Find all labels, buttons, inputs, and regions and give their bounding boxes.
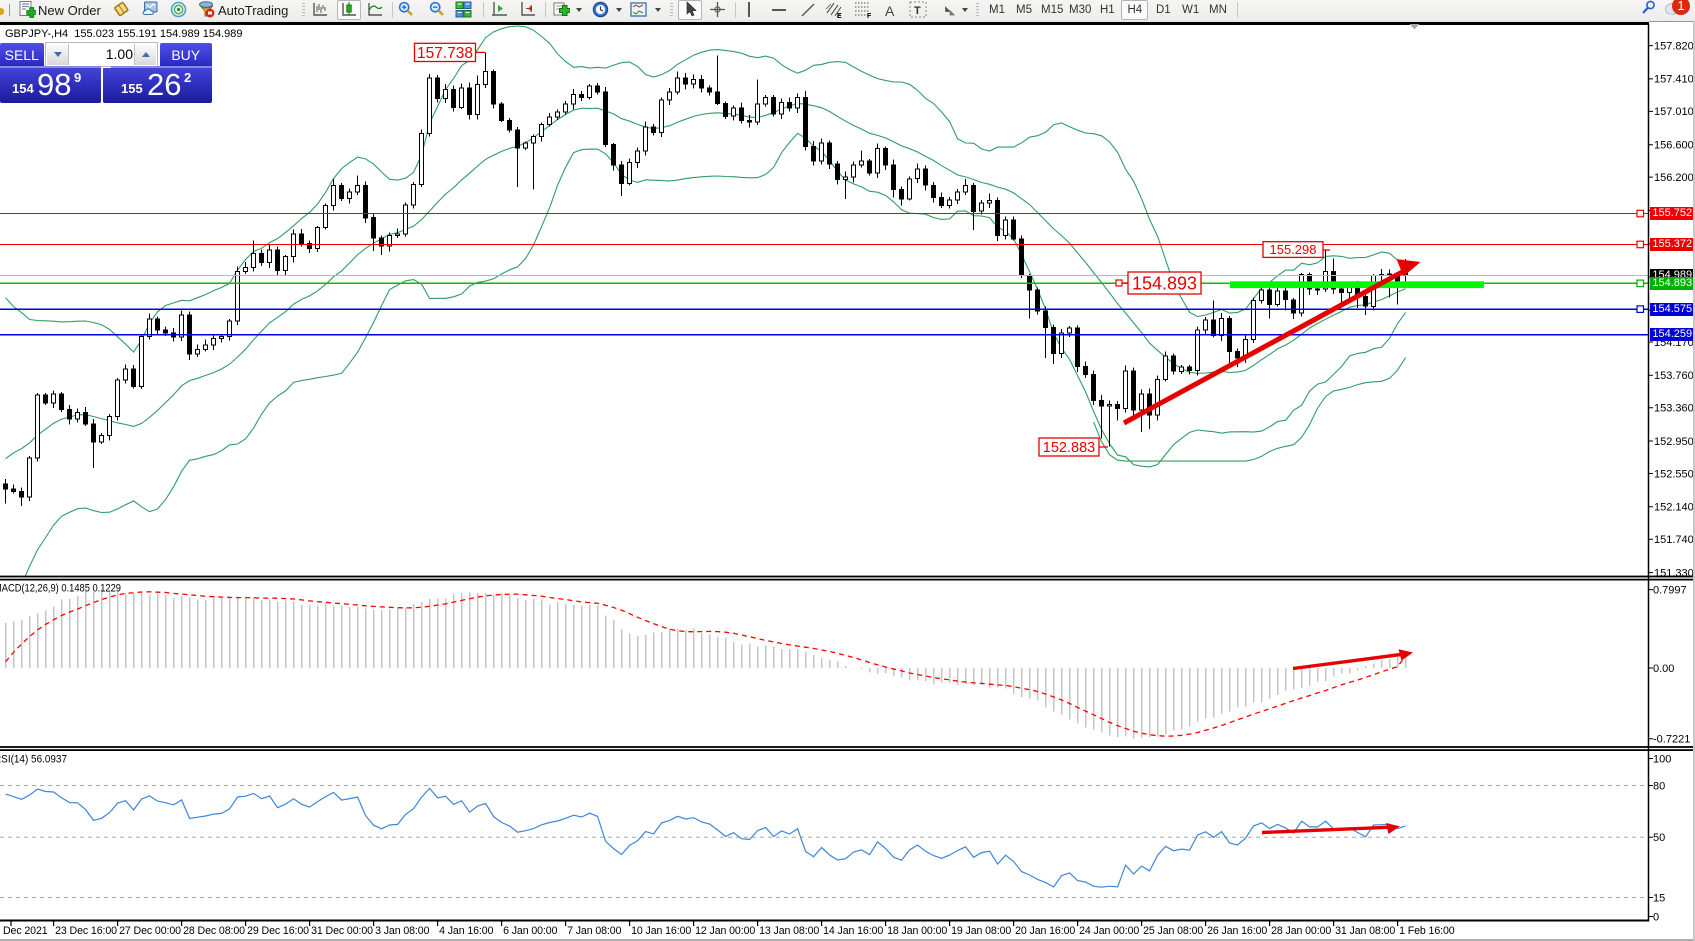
svg-text:29 Dec 16:00: 29 Dec 16:00 <box>247 925 309 937</box>
svg-text:151.740: 151.740 <box>1654 534 1694 546</box>
svg-text:4 Jan 16:00: 4 Jan 16:00 <box>439 925 493 937</box>
svg-text:154.893: 154.893 <box>1132 274 1197 294</box>
svg-text:12 Jan 00:00: 12 Jan 00:00 <box>695 925 755 937</box>
svg-text:18 Jan 00:00: 18 Jan 00:00 <box>887 925 947 937</box>
svg-text:F: F <box>867 13 872 19</box>
svg-text:0.00: 0.00 <box>1653 663 1674 675</box>
svg-text:155.298: 155.298 <box>1270 242 1317 257</box>
svg-text:13 Jan 08:00: 13 Jan 08:00 <box>759 925 819 937</box>
svg-text:152.140: 152.140 <box>1654 502 1694 514</box>
svg-text:156.200: 156.200 <box>1654 172 1694 184</box>
svg-text:MACD(12,26,9) 0.1485 0.1229: MACD(12,26,9) 0.1485 0.1229 <box>0 583 121 595</box>
svg-text:28 Jan 00:00: 28 Jan 00:00 <box>1271 925 1331 937</box>
svg-text:28 Dec 08:00: 28 Dec 08:00 <box>183 925 245 937</box>
svg-text:100: 100 <box>1653 753 1671 765</box>
svg-text:RSI(14) 56.0937: RSI(14) 56.0937 <box>0 754 67 766</box>
svg-text:152.950: 152.950 <box>1654 436 1694 448</box>
svg-text:50: 50 <box>1653 832 1665 844</box>
svg-text:156.600: 156.600 <box>1654 140 1694 152</box>
svg-text:3 Jan 08:00: 3 Jan 08:00 <box>375 925 429 937</box>
svg-text:31 Jan 08:00: 31 Jan 08:00 <box>1335 925 1395 937</box>
svg-text:T: T <box>914 5 921 17</box>
svg-text:0: 0 <box>1653 911 1659 923</box>
svg-text:157.410: 157.410 <box>1654 74 1694 86</box>
svg-text:151.330: 151.330 <box>1654 567 1694 579</box>
svg-text:0.7997: 0.7997 <box>1653 584 1687 596</box>
svg-text:E: E <box>837 13 842 19</box>
svg-text:25 Jan 08:00: 25 Jan 08:00 <box>1143 925 1203 937</box>
svg-text:152.883: 152.883 <box>1043 440 1095 456</box>
svg-text:153.760: 153.760 <box>1654 370 1694 382</box>
svg-text:80: 80 <box>1653 780 1665 792</box>
svg-text:20 Jan 16:00: 20 Jan 16:00 <box>1015 925 1075 937</box>
svg-text:1 Feb 16:00: 1 Feb 16:00 <box>1399 925 1455 937</box>
svg-text:7 Jan 08:00: 7 Jan 08:00 <box>567 925 621 937</box>
svg-text:24 Jan 00:00: 24 Jan 00:00 <box>1079 925 1139 937</box>
svg-text:10 Jan 16:00: 10 Jan 16:00 <box>631 925 691 937</box>
svg-text:23 Dec 16:00: 23 Dec 16:00 <box>55 925 117 937</box>
svg-text:157.010: 157.010 <box>1654 106 1694 118</box>
svg-text:153.360: 153.360 <box>1654 403 1694 415</box>
svg-text:15: 15 <box>1653 892 1665 904</box>
svg-text:152.550: 152.550 <box>1654 468 1694 480</box>
svg-text:157.820: 157.820 <box>1654 40 1694 52</box>
svg-text:19 Jan 08:00: 19 Jan 08:00 <box>951 925 1011 937</box>
svg-text:27 Dec 00:00: 27 Dec 00:00 <box>119 925 181 937</box>
svg-text:Dec 2021: Dec 2021 <box>3 925 48 937</box>
svg-text:6 Jan 00:00: 6 Jan 00:00 <box>503 925 557 937</box>
svg-text:14 Jan 16:00: 14 Jan 16:00 <box>823 925 883 937</box>
svg-text:31 Dec 00:00: 31 Dec 00:00 <box>311 925 373 937</box>
svg-text:157.738: 157.738 <box>417 45 473 62</box>
svg-text:26 Jan 16:00: 26 Jan 16:00 <box>1207 925 1267 937</box>
svg-text:-0.7221: -0.7221 <box>1653 734 1690 746</box>
